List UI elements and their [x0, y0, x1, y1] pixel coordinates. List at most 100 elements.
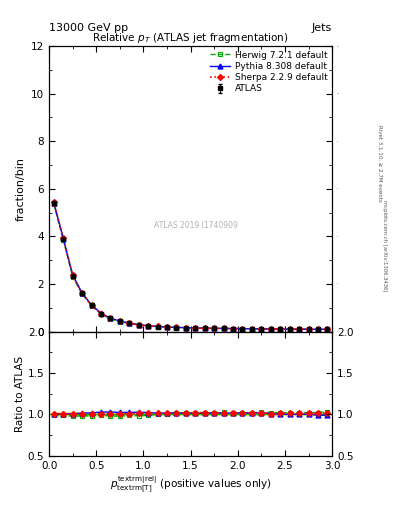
Sherpa 2.2.9 default — [174, 325, 179, 331]
Sherpa 2.2.9 default — [278, 326, 283, 332]
Herwig 7.2.1 default — [231, 326, 235, 332]
Herwig 7.2.1 default — [165, 324, 169, 330]
Herwig 7.2.1 default — [287, 326, 292, 332]
Sherpa 2.2.9 default — [240, 326, 245, 332]
Herwig 7.2.1 default — [221, 325, 226, 331]
Pythia 8.308 default — [174, 325, 179, 331]
Sherpa 2.2.9 default — [231, 326, 235, 332]
Herwig 7.2.1 default — [240, 326, 245, 332]
Herwig 7.2.1 default — [325, 326, 330, 332]
Sherpa 2.2.9 default — [108, 315, 113, 322]
Text: Jets: Jets — [312, 23, 332, 33]
Sherpa 2.2.9 default — [250, 326, 254, 332]
Text: Rivet 3.1.10, ≥ 2.7M events: Rivet 3.1.10, ≥ 2.7M events — [377, 125, 382, 202]
Sherpa 2.2.9 default — [325, 326, 330, 332]
Sherpa 2.2.9 default — [259, 326, 264, 332]
Sherpa 2.2.9 default — [118, 318, 122, 325]
Herwig 7.2.1 default — [136, 322, 141, 328]
Pythia 8.308 default — [184, 325, 188, 331]
Text: mcplots.cern.ch [arXiv:1306.3436]: mcplots.cern.ch [arXiv:1306.3436] — [382, 200, 387, 291]
Sherpa 2.2.9 default — [51, 199, 56, 205]
Pythia 8.308 default — [118, 318, 122, 324]
Herwig 7.2.1 default — [80, 291, 84, 297]
Sherpa 2.2.9 default — [136, 322, 141, 328]
Pythia 8.308 default — [268, 326, 273, 332]
Y-axis label: Ratio to ATLAS: Ratio to ATLAS — [15, 355, 25, 432]
Pythia 8.308 default — [259, 326, 264, 332]
Herwig 7.2.1 default — [51, 201, 56, 207]
Pythia 8.308 default — [278, 326, 283, 332]
Herwig 7.2.1 default — [184, 325, 188, 331]
Herwig 7.2.1 default — [297, 326, 301, 332]
Pythia 8.308 default — [316, 326, 320, 332]
Sherpa 2.2.9 default — [155, 324, 160, 330]
Sherpa 2.2.9 default — [165, 324, 169, 330]
Pythia 8.308 default — [250, 326, 254, 332]
Pythia 8.308 default — [61, 235, 66, 241]
Pythia 8.308 default — [108, 315, 113, 321]
Line: Herwig 7.2.1 default: Herwig 7.2.1 default — [51, 202, 330, 332]
Pythia 8.308 default — [221, 325, 226, 331]
Herwig 7.2.1 default — [108, 315, 113, 322]
Pythia 8.308 default — [306, 326, 311, 332]
Pythia 8.308 default — [212, 325, 217, 331]
Sherpa 2.2.9 default — [287, 326, 292, 332]
Text: ATLAS 2019 I1740909: ATLAS 2019 I1740909 — [154, 221, 238, 230]
Herwig 7.2.1 default — [89, 303, 94, 309]
Herwig 7.2.1 default — [250, 326, 254, 332]
Pythia 8.308 default — [70, 272, 75, 278]
Text: 13000 GeV pp: 13000 GeV pp — [49, 23, 128, 33]
Sherpa 2.2.9 default — [297, 326, 301, 332]
Pythia 8.308 default — [287, 326, 292, 332]
Line: Pythia 8.308 default: Pythia 8.308 default — [51, 200, 330, 332]
Herwig 7.2.1 default — [306, 326, 311, 332]
Herwig 7.2.1 default — [202, 325, 207, 331]
Herwig 7.2.1 default — [127, 321, 132, 327]
Pythia 8.308 default — [80, 290, 84, 296]
Pythia 8.308 default — [240, 326, 245, 332]
Herwig 7.2.1 default — [268, 326, 273, 332]
Sherpa 2.2.9 default — [193, 325, 198, 331]
Sherpa 2.2.9 default — [127, 320, 132, 326]
Sherpa 2.2.9 default — [61, 235, 66, 241]
Herwig 7.2.1 default — [61, 237, 66, 243]
Pythia 8.308 default — [51, 200, 56, 206]
Herwig 7.2.1 default — [316, 326, 320, 332]
Pythia 8.308 default — [202, 325, 207, 331]
Sherpa 2.2.9 default — [80, 290, 84, 296]
Pythia 8.308 default — [297, 326, 301, 332]
Pythia 8.308 default — [89, 302, 94, 308]
Herwig 7.2.1 default — [212, 325, 217, 331]
Herwig 7.2.1 default — [99, 311, 103, 317]
Sherpa 2.2.9 default — [99, 310, 103, 316]
Pythia 8.308 default — [99, 310, 103, 316]
Sherpa 2.2.9 default — [146, 323, 151, 329]
Title: Relative $p_{T}$ (ATLAS jet fragmentation): Relative $p_{T}$ (ATLAS jet fragmentatio… — [92, 31, 289, 45]
Sherpa 2.2.9 default — [221, 325, 226, 331]
Herwig 7.2.1 default — [193, 325, 198, 331]
Herwig 7.2.1 default — [118, 318, 122, 325]
X-axis label: $p_{\rm textrm[T]}^{\rm textrm|rel|}$ (positive values only): $p_{\rm textrm[T]}^{\rm textrm|rel|}$ (p… — [110, 475, 272, 496]
Herwig 7.2.1 default — [278, 326, 283, 332]
Sherpa 2.2.9 default — [316, 326, 320, 332]
Pythia 8.308 default — [231, 326, 235, 332]
Pythia 8.308 default — [155, 324, 160, 330]
Sherpa 2.2.9 default — [306, 326, 311, 332]
Sherpa 2.2.9 default — [89, 302, 94, 308]
Sherpa 2.2.9 default — [70, 272, 75, 278]
Pythia 8.308 default — [325, 326, 330, 332]
Pythia 8.308 default — [127, 320, 132, 326]
Herwig 7.2.1 default — [259, 326, 264, 332]
Pythia 8.308 default — [165, 324, 169, 330]
Herwig 7.2.1 default — [174, 325, 179, 331]
Sherpa 2.2.9 default — [268, 326, 273, 332]
Sherpa 2.2.9 default — [184, 325, 188, 331]
Sherpa 2.2.9 default — [212, 325, 217, 331]
Herwig 7.2.1 default — [155, 324, 160, 330]
Pythia 8.308 default — [146, 323, 151, 329]
Legend: Herwig 7.2.1 default, Pythia 8.308 default, Sherpa 2.2.9 default, ATLAS: Herwig 7.2.1 default, Pythia 8.308 defau… — [209, 49, 329, 95]
Pythia 8.308 default — [193, 325, 198, 331]
Herwig 7.2.1 default — [70, 274, 75, 280]
Y-axis label: fraction/bin: fraction/bin — [15, 157, 26, 221]
Herwig 7.2.1 default — [146, 323, 151, 329]
